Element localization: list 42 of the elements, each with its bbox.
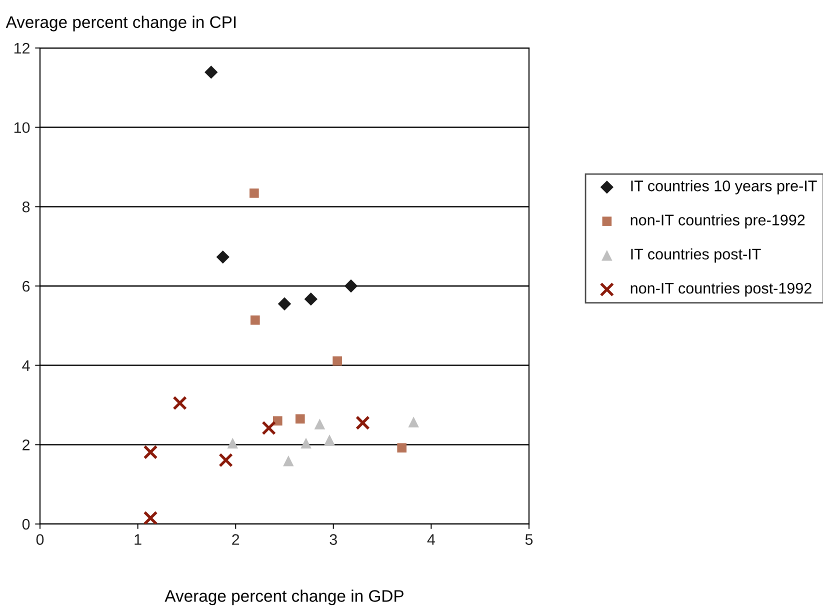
point: [143, 510, 158, 524]
point: [283, 456, 294, 466]
x-tick-label: 5: [525, 534, 533, 545]
point: [143, 445, 158, 460]
point: [227, 438, 238, 448]
point: [344, 279, 358, 293]
point: [397, 443, 407, 452]
y-tick-label: 0: [22, 518, 30, 530]
y-tick-label: 12: [14, 42, 30, 54]
point: [304, 292, 318, 306]
x-tick-label: 0: [36, 534, 44, 545]
point: [250, 188, 259, 198]
legend-label: non-IT countries post-1992: [630, 282, 812, 297]
y-tick-label: 10: [14, 122, 30, 134]
point: [408, 416, 419, 428]
point: [218, 452, 234, 468]
point: [204, 66, 218, 79]
point: [295, 414, 305, 424]
point: [300, 438, 312, 448]
y-tick-label: 2: [22, 440, 30, 450]
x-tick-label: 3: [330, 534, 337, 545]
point: [172, 396, 188, 410]
y-tick-label: 6: [22, 280, 30, 292]
y-axis-title: Average percent change in CPI: [6, 16, 236, 32]
point: [278, 297, 292, 310]
legend-label: non-IT countries pre-1992: [630, 214, 805, 228]
x-axis-title: Average percent change in GDP: [164, 590, 404, 606]
point: [216, 250, 230, 264]
point: [332, 356, 342, 366]
y-tick-label: 4: [22, 360, 30, 371]
point: [314, 418, 326, 430]
point: [324, 434, 335, 446]
x-tick-label: 1: [134, 534, 142, 545]
legend-label: IT countries 10 years pre-IT: [631, 180, 817, 194]
y-tick-label: 8: [22, 202, 30, 212]
x-tick-label: 4: [427, 534, 435, 545]
legend-label: IT countries post-IT: [631, 248, 761, 263]
point: [250, 315, 260, 325]
point: [356, 416, 370, 430]
point: [272, 416, 282, 426]
point: [262, 420, 276, 436]
x-tick-label: 2: [232, 534, 240, 545]
